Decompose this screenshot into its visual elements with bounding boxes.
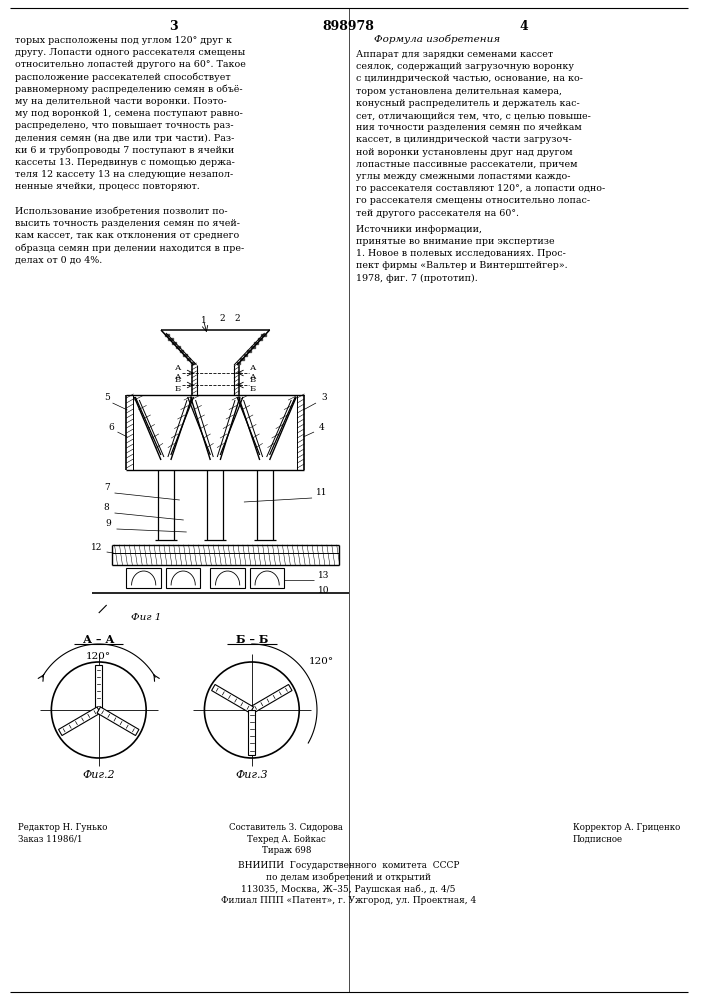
- Text: Б: Б: [250, 376, 256, 384]
- Text: му на делительной части воронки. Поэто-: му на делительной части воронки. Поэто-: [15, 97, 226, 106]
- Text: принятые во внимание при экспертизе: принятые во внимание при экспертизе: [356, 237, 554, 246]
- Text: 9: 9: [106, 519, 112, 528]
- Text: образца семян при делении находится в пре-: образца семян при делении находится в пр…: [15, 243, 244, 253]
- Text: пект фирмы «Вальтер и Винтерштейгер».: пект фирмы «Вальтер и Винтерштейгер».: [356, 261, 567, 270]
- Text: 13: 13: [318, 571, 329, 580]
- Text: сет, отличающийся тем, что, с целью повыше-: сет, отличающийся тем, что, с целью повы…: [356, 111, 590, 120]
- Text: Составитель З. Сидорова: Составитель З. Сидорова: [230, 823, 344, 832]
- Text: тором установлена делительная камера,: тором установлена делительная камера,: [356, 87, 561, 96]
- Polygon shape: [97, 707, 139, 736]
- Text: Фиг 1: Фиг 1: [132, 613, 162, 622]
- Text: по делам изобретений и открытий: по делам изобретений и открытий: [266, 873, 431, 882]
- Text: Корректор А. Гриценко: Корректор А. Гриценко: [573, 823, 680, 832]
- Text: А: А: [250, 373, 256, 381]
- Text: 5: 5: [104, 393, 110, 402]
- Text: Б: Б: [250, 385, 256, 393]
- Text: лопастные пассивные рассекатели, причем: лопастные пассивные рассекатели, причем: [356, 160, 577, 169]
- Text: 12: 12: [91, 543, 103, 552]
- Text: Фиг.3: Фиг.3: [235, 770, 268, 780]
- Text: Использование изобретения позволит по-: Использование изобретения позволит по-: [15, 207, 228, 216]
- Text: ния точности разделения семян по ячейкам: ния точности разделения семян по ячейкам: [356, 123, 581, 132]
- Text: Аппарат для зарядки семенами кассет: Аппарат для зарядки семенами кассет: [356, 50, 553, 59]
- Text: 113035, Москва, Ж–35, Раушская наб., д. 4/5: 113035, Москва, Ж–35, Раушская наб., д. …: [241, 884, 456, 894]
- Text: Тираж 698: Тираж 698: [262, 846, 311, 855]
- Text: А: А: [175, 373, 181, 381]
- Text: ки 6 и трубопроводы 7 поступают в ячейки: ки 6 и трубопроводы 7 поступают в ячейки: [15, 146, 234, 155]
- Text: Филиал ППП «Патент», г. Ужгород, ул. Проектная, 4: Филиал ППП «Патент», г. Ужгород, ул. Про…: [221, 896, 477, 905]
- Text: ненные ячейки, процесс повторяют.: ненные ячейки, процесс повторяют.: [15, 182, 199, 191]
- Text: Редактор Н. Гунько: Редактор Н. Гунько: [18, 823, 107, 832]
- Text: конусный распределитель и держатель кас-: конусный распределитель и держатель кас-: [356, 99, 579, 108]
- Text: 120°: 120°: [86, 652, 111, 661]
- Text: 3: 3: [170, 20, 178, 33]
- Text: деления семян (на две или три части). Раз-: деления семян (на две или три части). Ра…: [15, 134, 234, 143]
- Text: торых расположены под углом 120° друг к: торых расположены под углом 120° друг к: [15, 36, 232, 45]
- Polygon shape: [211, 684, 254, 713]
- Text: 8: 8: [104, 503, 110, 512]
- Polygon shape: [95, 665, 103, 710]
- Text: А: А: [175, 364, 181, 372]
- Text: му под воронкой 1, семена поступают равно-: му под воронкой 1, семена поступают равн…: [15, 109, 243, 118]
- Text: Фиг.2: Фиг.2: [83, 770, 115, 780]
- Text: А: А: [250, 364, 256, 372]
- Text: кам кассет, так как отклонения от среднего: кам кассет, так как отклонения от средне…: [15, 231, 239, 240]
- Text: 7: 7: [104, 483, 110, 492]
- Text: ВНИИПИ  Государственного  комитета  СССР: ВНИИПИ Государственного комитета СССР: [238, 861, 460, 870]
- Text: Формула изобретения: Формула изобретения: [375, 34, 501, 43]
- Text: го рассекателя составляют 120°, а лопасти одно-: го рассекателя составляют 120°, а лопаст…: [356, 184, 604, 193]
- Text: 4: 4: [519, 20, 527, 33]
- Text: Б – Б: Б – Б: [235, 634, 268, 645]
- Text: ной воронки установлены друг над другом: ной воронки установлены друг над другом: [356, 148, 572, 157]
- Text: 1: 1: [201, 316, 206, 325]
- Text: равномерному распределению семян в объё-: равномерному распределению семян в объё-: [15, 85, 243, 94]
- Text: А – А: А – А: [83, 634, 115, 645]
- Text: 898978: 898978: [322, 20, 375, 33]
- Polygon shape: [59, 707, 100, 736]
- Polygon shape: [248, 710, 255, 755]
- Text: Б: Б: [175, 385, 181, 393]
- Text: Заказ 11986/1: Заказ 11986/1: [18, 834, 82, 844]
- Text: углы между смежными лопастями каждо-: углы между смежными лопастями каждо-: [356, 172, 570, 181]
- Text: кассет, в цилиндрической части загрузоч-: кассет, в цилиндрической части загрузоч-: [356, 135, 571, 144]
- Text: 2: 2: [219, 314, 225, 323]
- Text: 2: 2: [234, 314, 240, 323]
- Text: относительно лопастей другого на 60°. Такое: относительно лопастей другого на 60°. Та…: [15, 60, 246, 69]
- Text: 1978, фиг. 7 (прототип).: 1978, фиг. 7 (прототип).: [356, 274, 477, 283]
- Text: 120°: 120°: [309, 658, 334, 666]
- Text: тей другого рассекателя на 60°.: тей другого рассекателя на 60°.: [356, 209, 518, 218]
- Text: Б: Б: [175, 376, 181, 384]
- Text: Источники информации,: Источники информации,: [356, 225, 481, 234]
- Text: Техред А. Бойкас: Техред А. Бойкас: [247, 834, 326, 844]
- Text: 6: 6: [109, 423, 115, 432]
- Text: высить точность разделения семян по ячей-: высить точность разделения семян по ячей…: [15, 219, 240, 228]
- Text: 3: 3: [321, 393, 327, 402]
- Text: 1. Новое в полевых исследованиях. Прос-: 1. Новое в полевых исследованиях. Прос-: [356, 249, 566, 258]
- Text: распределено, что повышает точность раз-: распределено, что повышает точность раз-: [15, 121, 233, 130]
- Text: 11: 11: [316, 488, 327, 497]
- Text: Подписное: Подписное: [573, 834, 623, 844]
- Text: 4: 4: [319, 423, 325, 432]
- Text: 10: 10: [318, 586, 329, 595]
- Text: го рассекателя смещены относительно лопас-: го рассекателя смещены относительно лопа…: [356, 196, 590, 205]
- Text: делах от 0 до 4%.: делах от 0 до 4%.: [15, 256, 102, 265]
- Text: с цилиндрической частью, основание, на ко-: с цилиндрической частью, основание, на к…: [356, 74, 583, 83]
- Text: теля 12 кассету 13 на следующие незапол-: теля 12 кассету 13 на следующие незапол-: [15, 170, 233, 179]
- Text: расположение рассекателей способствует: расположение рассекателей способствует: [15, 73, 230, 82]
- Text: кассеты 13. Передвинув с помощью держа-: кассеты 13. Передвинув с помощью держа-: [15, 158, 235, 167]
- Text: другу. Лопасти одного рассекателя смещены: другу. Лопасти одного рассекателя смещен…: [15, 48, 245, 57]
- Polygon shape: [250, 684, 292, 713]
- Text: сеялок, содержащий загрузочную воронку: сеялок, содержащий загрузочную воронку: [356, 62, 573, 71]
